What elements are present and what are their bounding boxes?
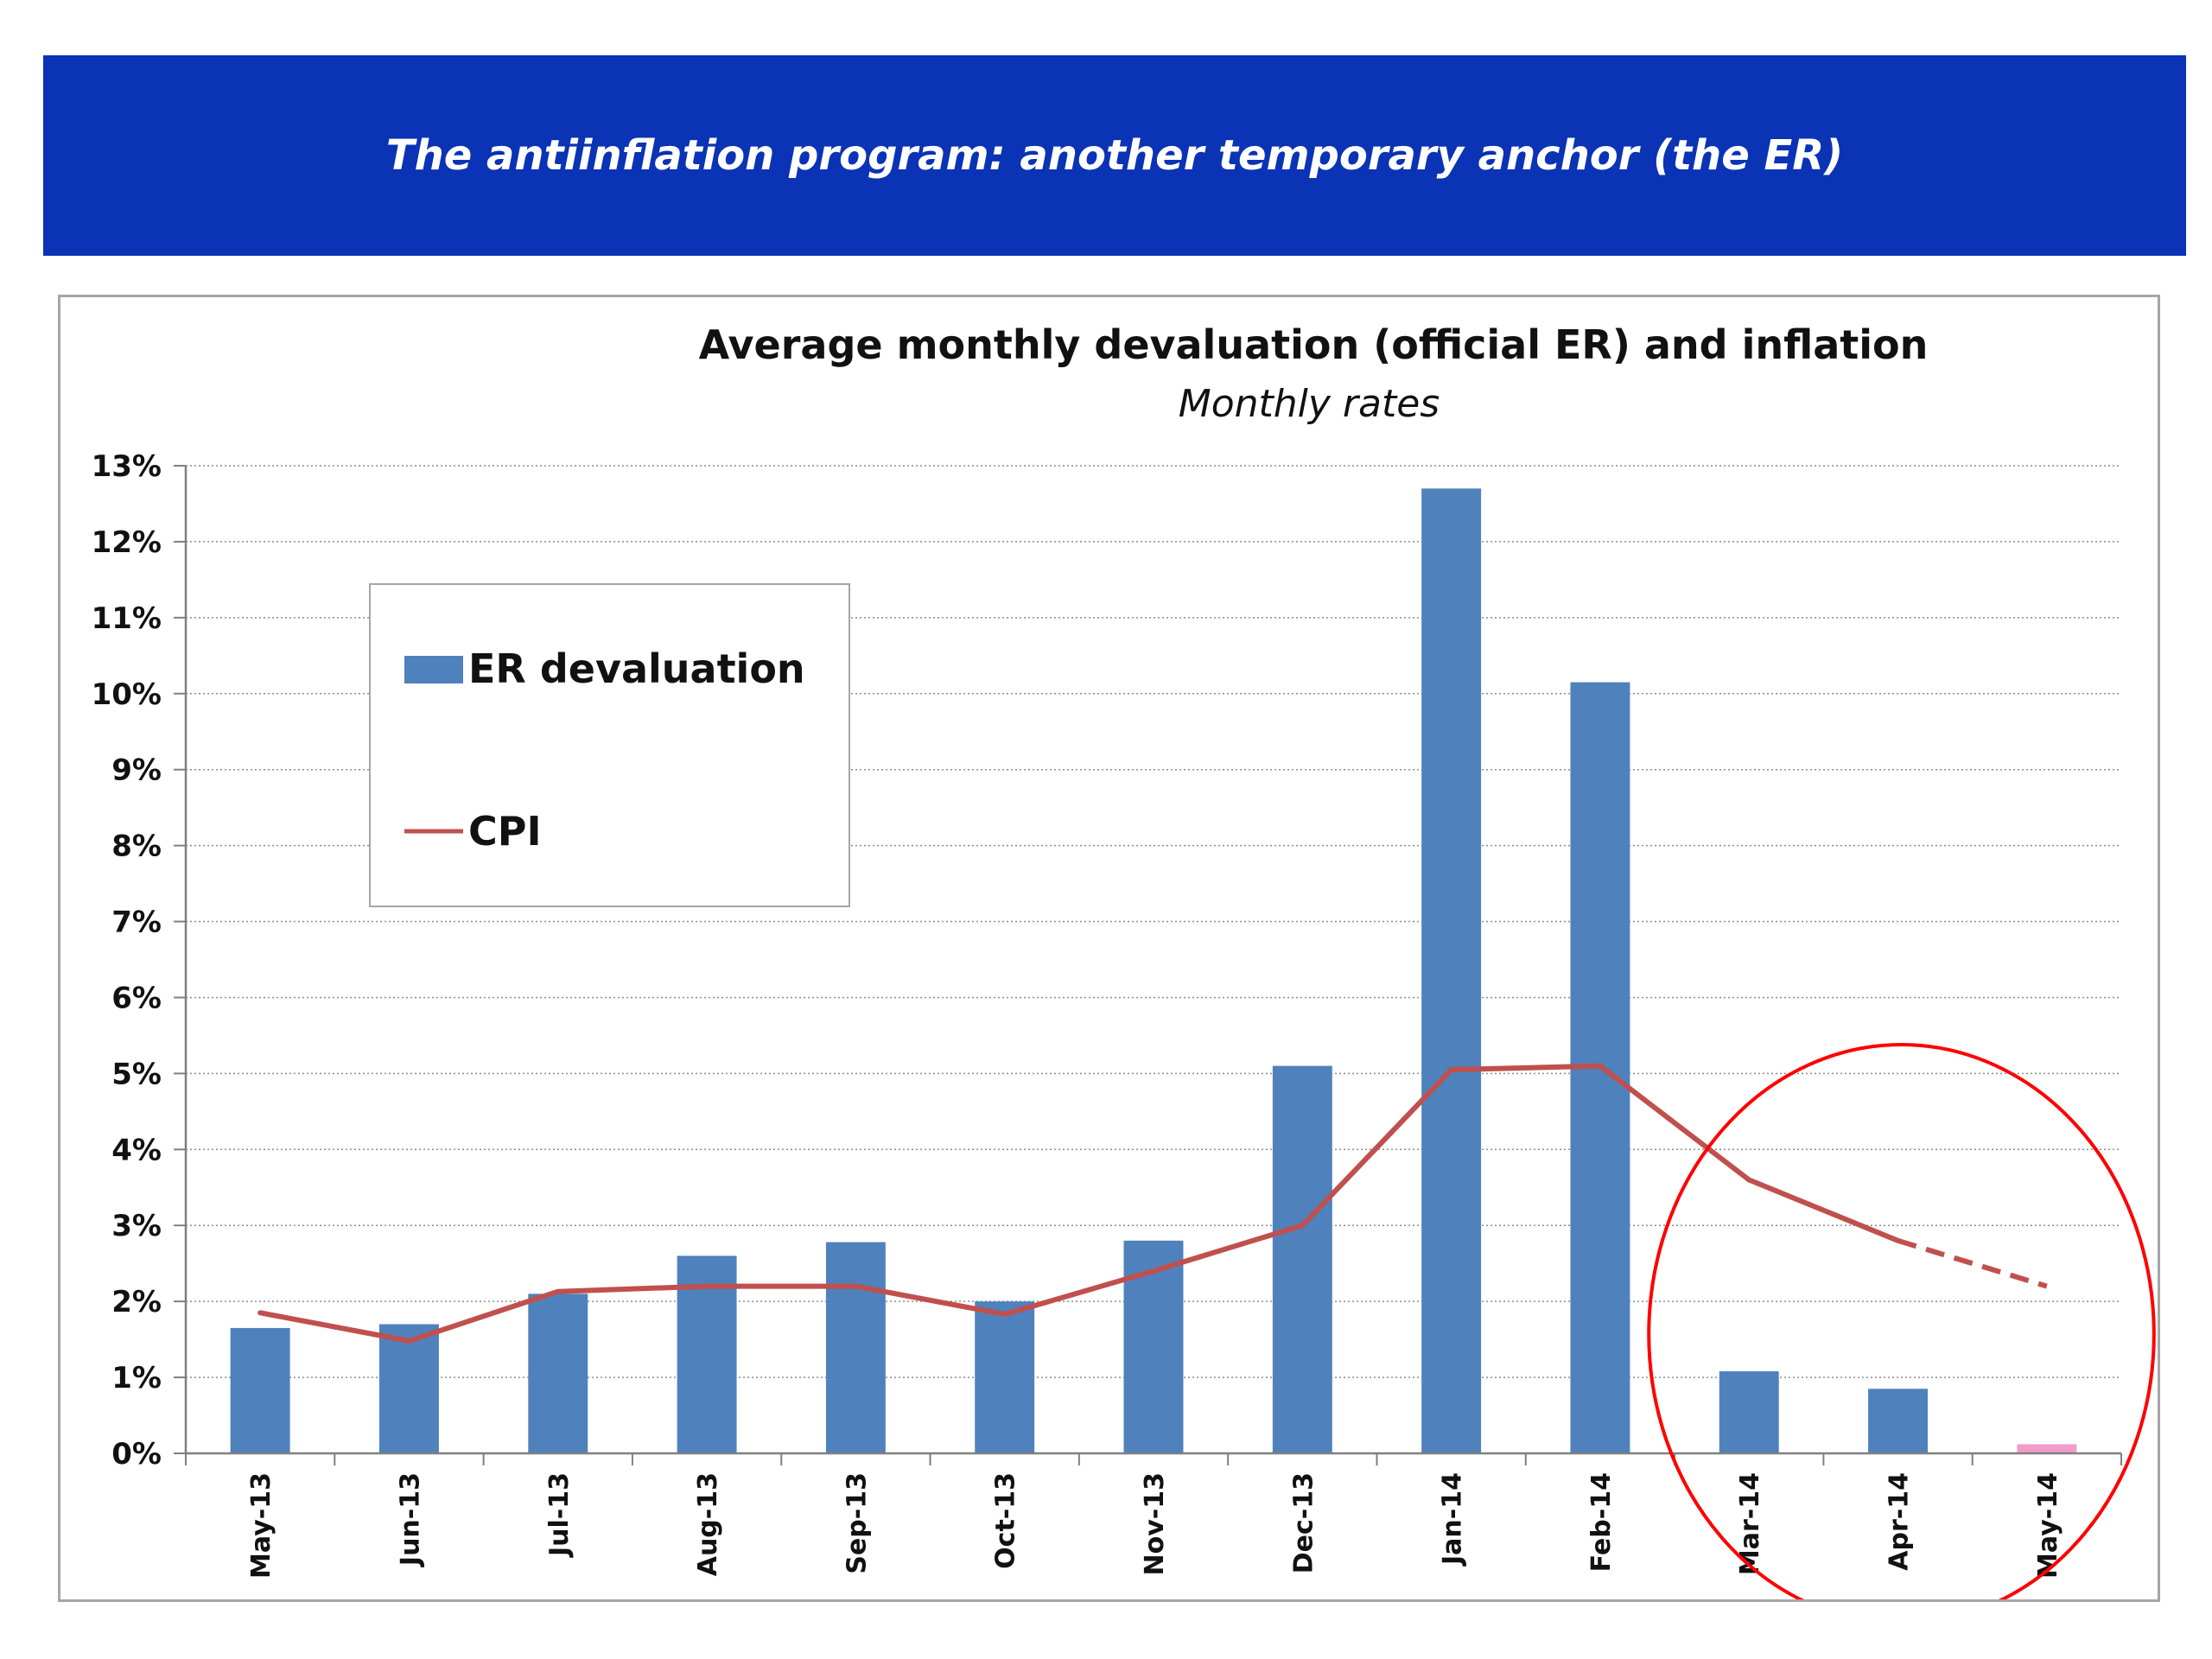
y-tick-label: 8% xyxy=(111,830,162,864)
bar-Mar-14 xyxy=(1719,1371,1779,1453)
cpi-line-dashed xyxy=(1897,1237,2048,1289)
x-tick-label: Sep-13 xyxy=(842,1472,872,1574)
chart-subtitle: Monthly rates xyxy=(1179,382,1440,426)
bar-Jul-13 xyxy=(528,1294,588,1453)
y-tick-label: 10% xyxy=(92,677,162,712)
bar-Jun-13 xyxy=(379,1324,439,1453)
bar-May-13 xyxy=(230,1327,290,1453)
y-tick-label: 5% xyxy=(111,1057,162,1091)
bar-Sep-13 xyxy=(825,1242,886,1453)
annotations xyxy=(1647,1043,2156,1599)
y-tick-label: 3% xyxy=(111,1209,162,1243)
bar-Oct-13 xyxy=(975,1301,1035,1453)
chart-title: Average monthly devaluation (official ER… xyxy=(699,321,1929,368)
y-tick-label: 2% xyxy=(111,1285,162,1319)
x-tick-label: Mar-14 xyxy=(1735,1472,1765,1575)
chart-frame: Average monthly devaluation (official ER… xyxy=(58,295,2160,1602)
bar-Apr-14 xyxy=(1868,1389,1928,1453)
x-tick-label: Feb-14 xyxy=(1586,1472,1617,1572)
cpi-line xyxy=(257,1063,2048,1344)
er-devaluation-bars xyxy=(230,488,2077,1453)
x-tick-label: Jul-13 xyxy=(544,1472,575,1558)
highlight-ellipse xyxy=(1647,1043,2156,1599)
y-tick-label: 1% xyxy=(111,1361,162,1395)
bar-May-14 xyxy=(2017,1444,2077,1453)
gridlines xyxy=(186,465,2121,1378)
x-tick-label: Nov-13 xyxy=(1140,1472,1170,1575)
cpi-line-solid xyxy=(257,1063,1901,1344)
x-tick-label: Aug-13 xyxy=(693,1472,723,1576)
legend-swatch-er-devaluation xyxy=(404,656,463,683)
x-tick-label: Oct-13 xyxy=(991,1472,1021,1569)
slide-title-banner: The antiinflation program: another tempo… xyxy=(43,55,2186,256)
x-tick-label: Dec-13 xyxy=(1288,1472,1319,1573)
x-tick-label: Apr-14 xyxy=(1885,1472,1915,1571)
x-tick-label: Jan-14 xyxy=(1438,1472,1468,1567)
bar-Dec-13 xyxy=(1272,1065,1332,1453)
y-tick-label: 7% xyxy=(111,906,162,940)
y-tick-label: 12% xyxy=(92,525,162,560)
chart-svg: Average monthly devaluation (official ER… xyxy=(92,321,2156,1599)
legend-box xyxy=(369,583,850,907)
y-tick-label: 11% xyxy=(92,601,162,636)
legend-label-er-devaluation: ER devaluation xyxy=(468,645,805,692)
y-tick-label: 13% xyxy=(92,449,162,484)
slide-title: The antiinflation program: another tempo… xyxy=(385,131,1844,180)
y-tick-label: 4% xyxy=(111,1133,162,1167)
axes: 0% 1% 2% 3% 4% 5% 6% 7% 8% 9% 10% 11% 12% 13% May-13 Ju… xyxy=(92,449,2122,1579)
y-tick-label: 9% xyxy=(111,753,162,788)
x-tick-label: May-13 xyxy=(246,1472,276,1579)
legend-label-cpi: CPI xyxy=(468,808,542,855)
bar-Jan-14 xyxy=(1421,488,1482,1453)
legend: ER devaluation CPI xyxy=(369,583,850,907)
y-tick-label: 6% xyxy=(111,981,162,1015)
x-tick-label: Jun-13 xyxy=(395,1472,425,1567)
y-tick-label: 0% xyxy=(111,1437,162,1471)
